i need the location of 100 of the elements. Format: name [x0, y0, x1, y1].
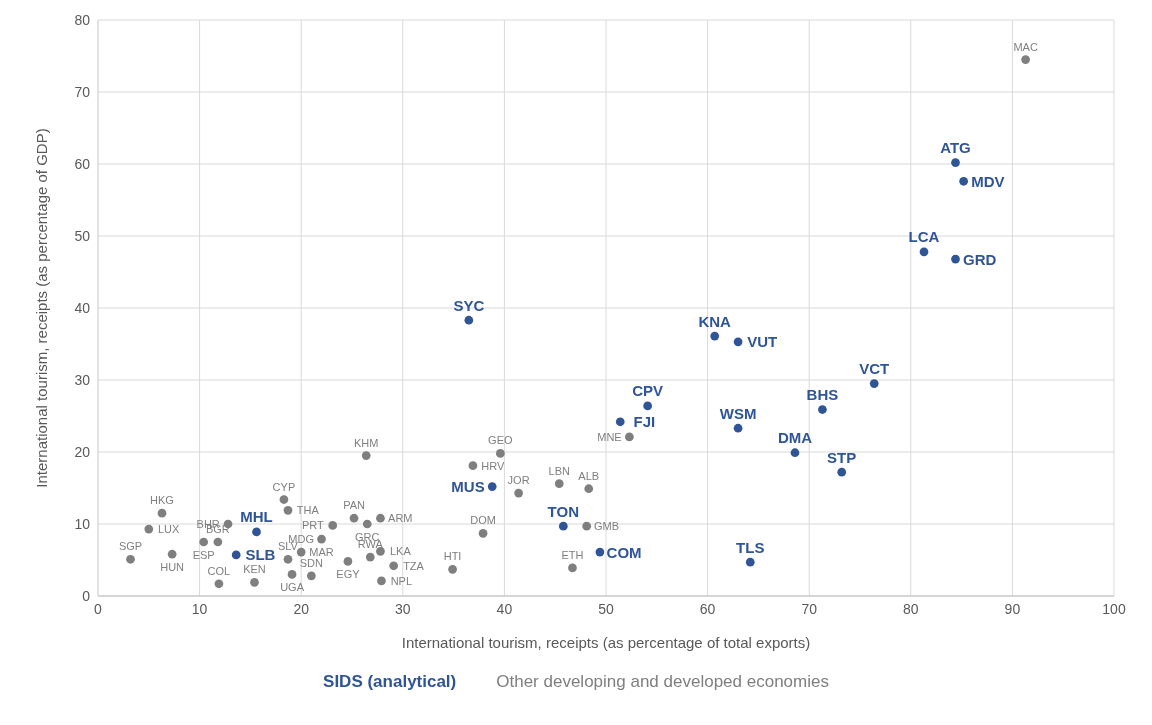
- point: [625, 432, 634, 442]
- point: [869, 379, 879, 388]
- data-label: SYC: [453, 296, 485, 314]
- y-tick-label: 0: [82, 587, 91, 604]
- text: Other developing and developed economies: [496, 672, 829, 692]
- data-label: CPV: [632, 382, 664, 400]
- y-tick-label: 30: [74, 371, 91, 388]
- point: [710, 331, 720, 341]
- data-label: GEO: [488, 434, 513, 447]
- x-tick-label: 0: [94, 600, 103, 617]
- data-label: ATG: [940, 139, 971, 157]
- point: [252, 527, 261, 537]
- data-label: HTI: [443, 550, 462, 563]
- y-axis-title: International tourism, receipts (as percentage of GDP): [33, 128, 51, 488]
- point: [495, 449, 505, 458]
- point: [389, 561, 399, 571]
- x-tick-label: 100: [1102, 600, 1126, 617]
- point: [287, 570, 297, 579]
- point: [568, 563, 577, 573]
- point: [343, 557, 353, 566]
- point: [733, 337, 743, 347]
- y-tick-label: 50: [74, 227, 91, 244]
- data-label: ALB: [578, 469, 600, 482]
- data-label: GMB: [594, 520, 620, 533]
- data-label: VCT: [859, 360, 890, 378]
- data-label: COM: [606, 543, 642, 561]
- data-label: TON: [547, 502, 580, 520]
- data-label: LCA: [908, 228, 940, 246]
- data-label: PRT: [301, 519, 324, 532]
- point: [317, 534, 326, 544]
- data-label: SDN: [299, 556, 324, 569]
- data-label: DOM: [470, 514, 496, 527]
- x-tick-label: 50: [598, 600, 614, 617]
- point: [283, 505, 293, 515]
- x-tick-label: 60: [699, 600, 716, 617]
- data-label: MUS: [451, 478, 485, 496]
- point: [584, 484, 594, 494]
- data-label: UGA: [280, 581, 305, 594]
- data-label: CYP: [272, 480, 296, 493]
- point: [157, 508, 167, 518]
- point: [951, 254, 960, 264]
- point: [376, 513, 385, 523]
- y-tick-label: 60: [74, 155, 91, 172]
- point: [349, 513, 359, 523]
- point: [959, 176, 968, 186]
- point: [328, 521, 338, 530]
- point: [595, 547, 605, 557]
- point: [643, 401, 653, 411]
- data-label: TZA: [403, 559, 425, 572]
- point: [361, 451, 371, 460]
- point: [514, 488, 523, 498]
- data-label: LBN: [548, 464, 571, 477]
- point: [231, 550, 241, 560]
- data-label: KEN: [243, 563, 266, 576]
- data-label: STP: [827, 448, 857, 466]
- data-label: HRV: [481, 459, 505, 472]
- data-label: WSM: [719, 404, 757, 422]
- data-label: FJI: [633, 413, 656, 431]
- x-tick-label: 40: [496, 600, 513, 617]
- data-label: SGP: [118, 540, 143, 553]
- data-label: HUN: [160, 561, 185, 574]
- point: [126, 554, 135, 564]
- point: [377, 576, 386, 586]
- x-tick-label: 90: [1004, 600, 1021, 617]
- data-label: LKA: [389, 545, 412, 558]
- data-label: KHM: [354, 436, 379, 449]
- point: [733, 423, 743, 433]
- point: [250, 577, 259, 587]
- y-tick-label: 10: [74, 515, 91, 532]
- point: [837, 467, 847, 477]
- data-label: JOR: [507, 474, 530, 487]
- point: [478, 529, 488, 538]
- point: [213, 537, 223, 547]
- point: [745, 557, 755, 567]
- point: [167, 549, 177, 559]
- data-label: HKG: [150, 494, 174, 507]
- point: [1021, 55, 1030, 64]
- point: [306, 571, 316, 581]
- point: [365, 552, 375, 562]
- data-label: ETH: [561, 548, 584, 561]
- data-label: MNE: [597, 430, 622, 443]
- data-label: TLS: [736, 538, 765, 556]
- point: [448, 565, 457, 574]
- x-tick-label: 20: [293, 600, 310, 617]
- point: [790, 448, 800, 458]
- point: [376, 547, 385, 556]
- point: [615, 417, 625, 427]
- point: [818, 405, 827, 414]
- point: [464, 315, 474, 325]
- data-label: MHL: [240, 508, 273, 526]
- data-label: MAR: [309, 546, 334, 559]
- point: [919, 247, 929, 257]
- data-label: NPL: [390, 574, 413, 587]
- y-tick-label: 70: [74, 83, 91, 100]
- data-label: LUX: [157, 523, 181, 536]
- data-label: GRD: [963, 250, 997, 268]
- point: [468, 461, 478, 471]
- x-tick-label: 70: [801, 600, 818, 617]
- data-label: THA: [296, 504, 320, 517]
- data-label: MDV: [971, 172, 1005, 190]
